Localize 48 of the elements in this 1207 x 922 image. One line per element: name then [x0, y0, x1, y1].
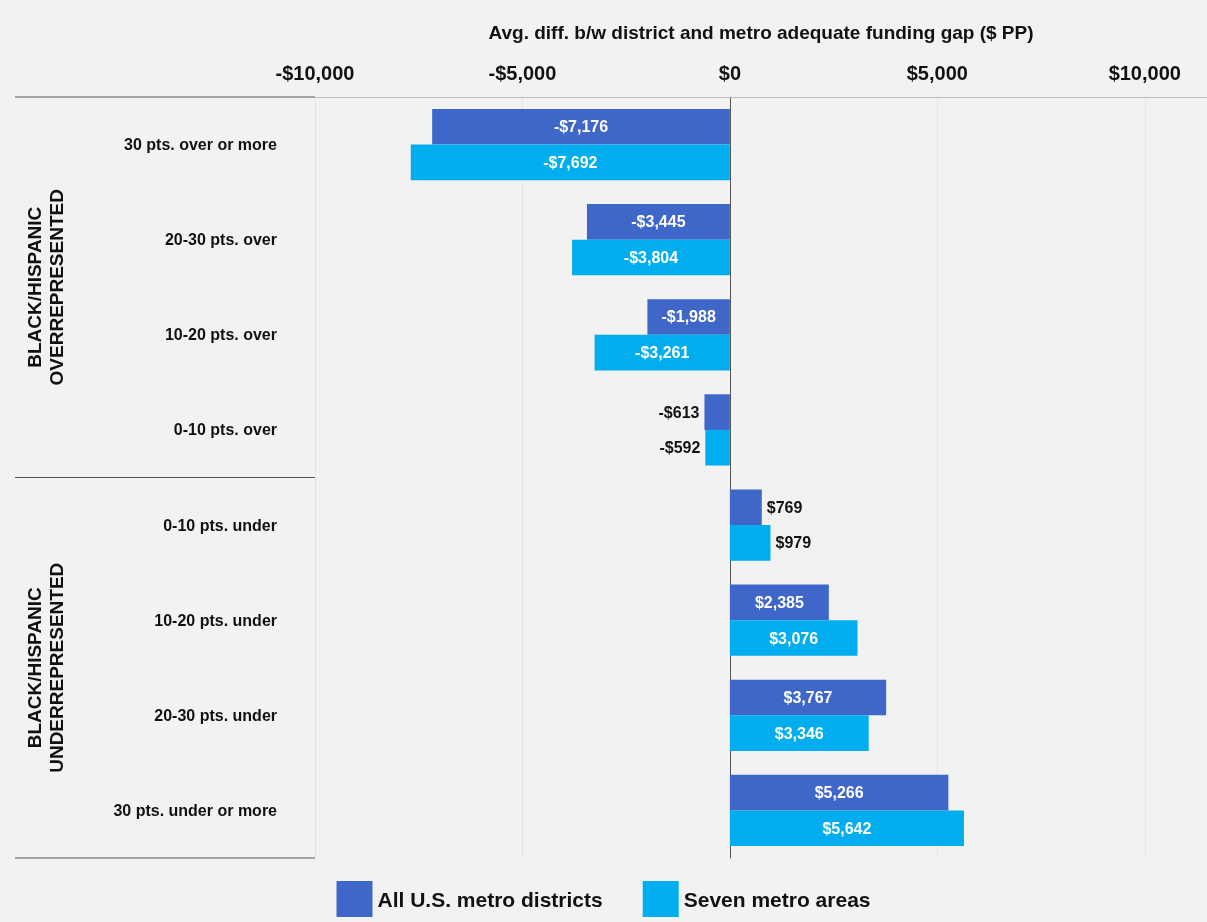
bar	[586, 204, 730, 240]
data-label: -$7,692	[543, 153, 598, 171]
y-tick-label: 30 pts. over or more	[124, 136, 278, 154]
bar	[705, 429, 730, 466]
data-label: $5,266	[814, 784, 864, 802]
legend-label: Seven metro areas	[683, 887, 871, 911]
data-label: -$7,176	[553, 118, 609, 136]
bar	[729, 525, 771, 561]
x-tick-label: $0	[718, 62, 742, 84]
text: BLACK/HISPANIC OVERREPRESENTED	[23, 189, 67, 386]
data-label: $2,385	[754, 593, 804, 611]
bar	[704, 394, 730, 430]
bar	[432, 108, 730, 145]
bar	[410, 144, 730, 181]
data-label: -$3,804	[623, 249, 679, 267]
legend-label: All U.S. metro districts	[377, 887, 603, 911]
data-label: $769	[766, 498, 803, 516]
bar	[729, 810, 964, 847]
bar	[594, 334, 730, 371]
bar	[729, 715, 869, 751]
x-tick-label: $5,000	[906, 62, 968, 84]
y-tick-label: 20-30 pts. under	[154, 706, 277, 724]
data-label: -$3,261	[635, 344, 690, 362]
x-tick-label: -$10,000	[275, 62, 355, 84]
x-axis-title: Avg. diff. b/w district and metro adequate funding gap ($ PP)	[488, 22, 1034, 43]
x-tick-label: $10,000	[1108, 62, 1181, 84]
data-label: -$3,445	[631, 213, 686, 231]
y-tick-label: 30 pts. under or more	[113, 801, 278, 819]
data-label: $5,642	[822, 819, 872, 837]
x-tick-label: -$5,000	[488, 62, 557, 84]
data-label: -$613	[658, 403, 700, 421]
data-label: $3,767	[783, 688, 833, 706]
y-tick-label: 10-20 pts. under	[154, 611, 277, 629]
data-label: $979	[775, 534, 812, 552]
bar	[729, 489, 762, 526]
bar	[729, 774, 949, 811]
y-tick-label: 20-30 pts. over	[164, 231, 277, 249]
y-tick-label: 0-10 pts. under	[163, 516, 277, 534]
data-label: -$1,988	[661, 308, 716, 326]
data-label: $3,346	[774, 724, 824, 742]
y-tick-label: 0-10 pts. over	[173, 421, 277, 439]
bar	[572, 239, 730, 276]
data-label: -$592	[659, 439, 701, 457]
text: BLACK/HISPANIC UNDERREPRESENTED	[23, 562, 67, 773]
bar	[729, 620, 858, 656]
bar	[729, 679, 887, 716]
y-tick-label: 10-20 pts. over	[164, 326, 277, 344]
data-label: $3,076	[769, 629, 819, 647]
